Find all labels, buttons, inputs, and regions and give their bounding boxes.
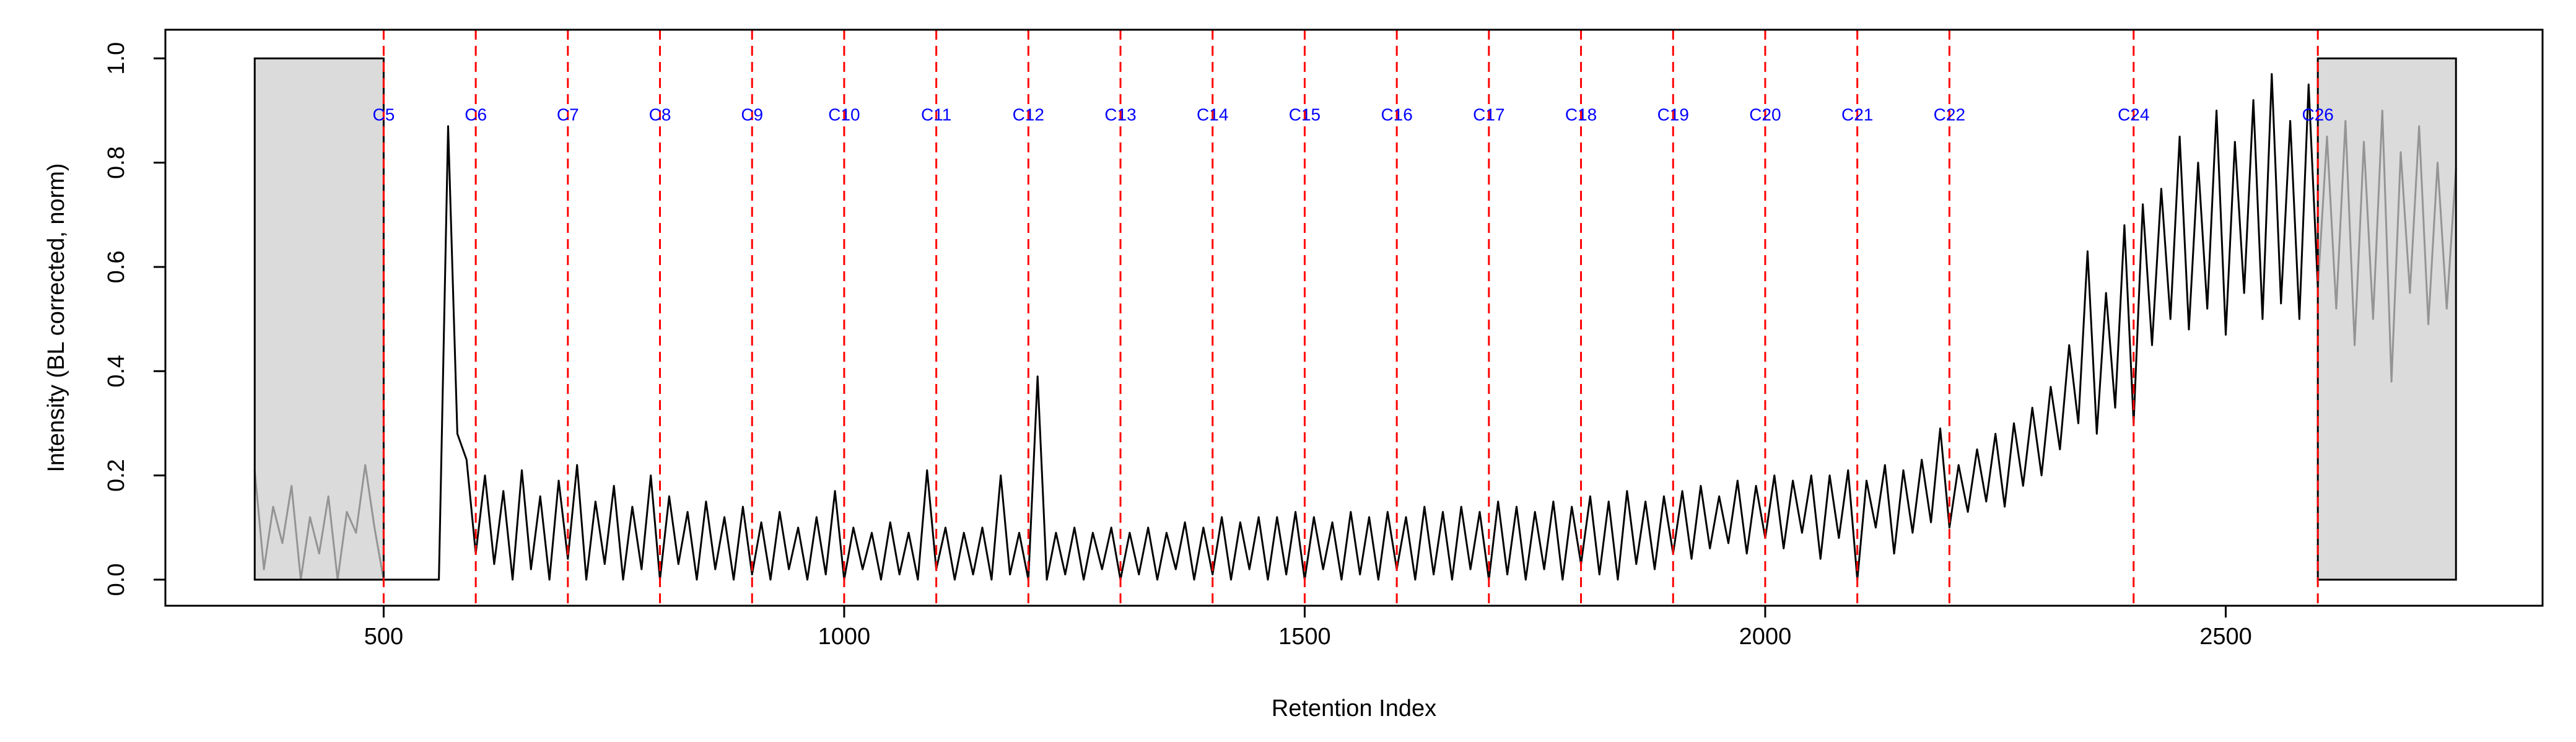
x-tick-label: 2000 (1739, 624, 1792, 650)
x-tick-label: 1500 (1278, 624, 1331, 650)
marker-label: C22 (1934, 105, 1965, 124)
shaded-region (2316, 57, 2457, 581)
y-tick-label: 1.0 (103, 42, 129, 75)
marker-label: C13 (1104, 105, 1136, 124)
y-tick-label: 0.0 (103, 564, 129, 596)
marker-label: C16 (1381, 105, 1412, 124)
marker-label: C12 (1013, 105, 1044, 124)
y-tick-label: 0.4 (103, 355, 129, 388)
x-tick-label: 500 (364, 624, 403, 650)
x-tick-label: 1000 (818, 624, 871, 650)
marker-label: C15 (1289, 105, 1321, 124)
x-tick-label: 2500 (2199, 624, 2252, 650)
plot-frame (164, 28, 2544, 607)
data-line (253, 73, 2457, 581)
x-axis-title: Retention Index (1272, 696, 1436, 722)
marker-label: C20 (1749, 105, 1781, 124)
y-tick-label: 0.6 (103, 251, 129, 284)
marker-label: C14 (1197, 105, 1228, 124)
marker-label: C8 (649, 105, 671, 124)
marker-label: C18 (1565, 105, 1597, 124)
y-tick-label: 0.2 (103, 459, 129, 492)
marker-label: C7 (557, 105, 579, 124)
marker-label: C21 (1841, 105, 1873, 124)
marker-label: C11 (921, 105, 951, 124)
marker-label: C10 (828, 105, 860, 124)
marker-label: C6 (465, 105, 487, 124)
shaded-region (253, 57, 385, 581)
marker-label: C26 (2302, 105, 2333, 124)
marker-label: C19 (1657, 105, 1689, 124)
marker-label: C24 (2118, 105, 2149, 124)
y-tick-label: 0.8 (103, 146, 129, 179)
marker-label: C9 (741, 105, 763, 124)
y-axis-title: Intensity (BL corrected, norm) (43, 163, 69, 472)
marker-label: C17 (1473, 105, 1504, 124)
marker-label: C5 (373, 105, 395, 124)
